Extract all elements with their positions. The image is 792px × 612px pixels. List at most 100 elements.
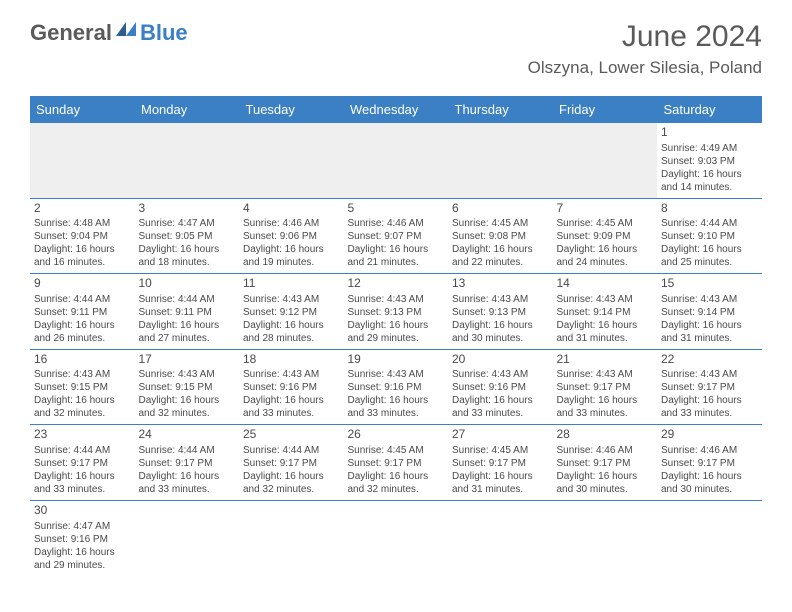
day-number: 28 <box>557 427 654 443</box>
sunset-line: Sunset: 9:16 PM <box>34 533 131 546</box>
calendar-cell: 28Sunrise: 4:46 AMSunset: 9:17 PMDayligh… <box>553 425 658 501</box>
calendar-cell: 7Sunrise: 4:45 AMSunset: 9:09 PMDaylight… <box>553 198 658 274</box>
calendar-cell: 2Sunrise: 4:48 AMSunset: 9:04 PMDaylight… <box>30 198 135 274</box>
sunset-line: Sunset: 9:03 PM <box>661 155 758 168</box>
sunset-line: Sunset: 9:14 PM <box>557 306 654 319</box>
daylight-line: Daylight: 16 hours <box>661 470 758 483</box>
calendar-cell <box>448 500 553 575</box>
sunrise-line: Sunrise: 4:46 AM <box>348 217 445 230</box>
daylight-line: Daylight: 16 hours <box>452 319 549 332</box>
sunrise-line: Sunrise: 4:43 AM <box>452 293 549 306</box>
calendar-cell <box>657 500 762 575</box>
sunset-line: Sunset: 9:06 PM <box>243 230 340 243</box>
daylight-line: Daylight: 16 hours <box>348 394 445 407</box>
day-number: 3 <box>139 201 236 217</box>
daylight-line: and 33 minutes. <box>139 483 236 496</box>
day-number: 15 <box>661 276 758 292</box>
sunset-line: Sunset: 9:07 PM <box>348 230 445 243</box>
daylight-line: and 33 minutes. <box>348 407 445 420</box>
daylight-line: Daylight: 16 hours <box>34 394 131 407</box>
day-header: Monday <box>135 96 240 123</box>
logo-flag-icon <box>116 22 138 45</box>
sunset-line: Sunset: 9:11 PM <box>34 306 131 319</box>
daylight-line: Daylight: 16 hours <box>452 394 549 407</box>
calendar-cell <box>448 123 553 198</box>
day-number: 23 <box>34 427 131 443</box>
calendar-cell: 4Sunrise: 4:46 AMSunset: 9:06 PMDaylight… <box>239 198 344 274</box>
daylight-line: Daylight: 16 hours <box>557 470 654 483</box>
daylight-line: Daylight: 16 hours <box>452 470 549 483</box>
daylight-line: Daylight: 16 hours <box>34 243 131 256</box>
calendar-cell: 30Sunrise: 4:47 AMSunset: 9:16 PMDayligh… <box>30 500 135 575</box>
sunrise-line: Sunrise: 4:43 AM <box>661 368 758 381</box>
sunrise-line: Sunrise: 4:48 AM <box>34 217 131 230</box>
day-number: 8 <box>661 201 758 217</box>
daylight-line: and 18 minutes. <box>139 256 236 269</box>
calendar-cell <box>135 500 240 575</box>
day-number: 11 <box>243 276 340 292</box>
calendar-cell <box>239 123 344 198</box>
title-block: June 2024 Olszyna, Lower Silesia, Poland <box>528 20 762 78</box>
logo: General Blue <box>30 20 188 46</box>
calendar-cell: 15Sunrise: 4:43 AMSunset: 9:14 PMDayligh… <box>657 274 762 350</box>
calendar-cell: 29Sunrise: 4:46 AMSunset: 9:17 PMDayligh… <box>657 425 762 501</box>
day-number: 16 <box>34 352 131 368</box>
sunrise-line: Sunrise: 4:49 AM <box>661 142 758 155</box>
day-number: 30 <box>34 503 131 519</box>
day-number: 6 <box>452 201 549 217</box>
sunrise-line: Sunrise: 4:46 AM <box>557 444 654 457</box>
calendar-cell: 20Sunrise: 4:43 AMSunset: 9:16 PMDayligh… <box>448 349 553 425</box>
daylight-line: Daylight: 16 hours <box>139 243 236 256</box>
sunset-line: Sunset: 9:09 PM <box>557 230 654 243</box>
sunset-line: Sunset: 9:04 PM <box>34 230 131 243</box>
header: General Blue June 2024 Olszyna, Lower Si… <box>0 0 792 88</box>
sunset-line: Sunset: 9:10 PM <box>661 230 758 243</box>
calendar-cell: 11Sunrise: 4:43 AMSunset: 9:12 PMDayligh… <box>239 274 344 350</box>
sunset-line: Sunset: 9:13 PM <box>452 306 549 319</box>
calendar-cell: 16Sunrise: 4:43 AMSunset: 9:15 PMDayligh… <box>30 349 135 425</box>
day-number: 5 <box>348 201 445 217</box>
daylight-line: and 30 minutes. <box>557 483 654 496</box>
day-number: 21 <box>557 352 654 368</box>
daylight-line: and 33 minutes. <box>243 407 340 420</box>
calendar-cell: 13Sunrise: 4:43 AMSunset: 9:13 PMDayligh… <box>448 274 553 350</box>
day-number: 22 <box>661 352 758 368</box>
sunrise-line: Sunrise: 4:43 AM <box>34 368 131 381</box>
calendar-cell <box>239 500 344 575</box>
sunset-line: Sunset: 9:17 PM <box>557 457 654 470</box>
daylight-line: Daylight: 16 hours <box>34 546 131 559</box>
daylight-line: and 33 minutes. <box>557 407 654 420</box>
sunrise-line: Sunrise: 4:43 AM <box>557 368 654 381</box>
calendar-cell: 14Sunrise: 4:43 AMSunset: 9:14 PMDayligh… <box>553 274 658 350</box>
calendar-cell: 24Sunrise: 4:44 AMSunset: 9:17 PMDayligh… <box>135 425 240 501</box>
daylight-line: and 27 minutes. <box>139 332 236 345</box>
calendar-cell: 9Sunrise: 4:44 AMSunset: 9:11 PMDaylight… <box>30 274 135 350</box>
daylight-line: and 32 minutes. <box>243 483 340 496</box>
day-number: 1 <box>661 125 758 141</box>
sunrise-line: Sunrise: 4:43 AM <box>452 368 549 381</box>
daylight-line: Daylight: 16 hours <box>139 319 236 332</box>
daylight-line: and 24 minutes. <box>557 256 654 269</box>
sunrise-line: Sunrise: 4:46 AM <box>661 444 758 457</box>
calendar-cell: 17Sunrise: 4:43 AMSunset: 9:15 PMDayligh… <box>135 349 240 425</box>
sunrise-line: Sunrise: 4:43 AM <box>661 293 758 306</box>
daylight-line: Daylight: 16 hours <box>452 243 549 256</box>
daylight-line: Daylight: 16 hours <box>348 470 445 483</box>
day-number: 25 <box>243 427 340 443</box>
daylight-line: Daylight: 16 hours <box>243 319 340 332</box>
sunset-line: Sunset: 9:17 PM <box>34 457 131 470</box>
daylight-line: and 19 minutes. <box>243 256 340 269</box>
calendar-cell <box>553 500 658 575</box>
sunset-line: Sunset: 9:16 PM <box>452 381 549 394</box>
sunrise-line: Sunrise: 4:44 AM <box>661 217 758 230</box>
calendar-cell: 27Sunrise: 4:45 AMSunset: 9:17 PMDayligh… <box>448 425 553 501</box>
day-number: 20 <box>452 352 549 368</box>
daylight-line: and 32 minutes. <box>34 407 131 420</box>
sunset-line: Sunset: 9:13 PM <box>348 306 445 319</box>
calendar-cell: 8Sunrise: 4:44 AMSunset: 9:10 PMDaylight… <box>657 198 762 274</box>
daylight-line: and 32 minutes. <box>139 407 236 420</box>
daylight-line: Daylight: 16 hours <box>243 394 340 407</box>
daylight-line: Daylight: 16 hours <box>34 470 131 483</box>
day-number: 18 <box>243 352 340 368</box>
day-number: 26 <box>348 427 445 443</box>
